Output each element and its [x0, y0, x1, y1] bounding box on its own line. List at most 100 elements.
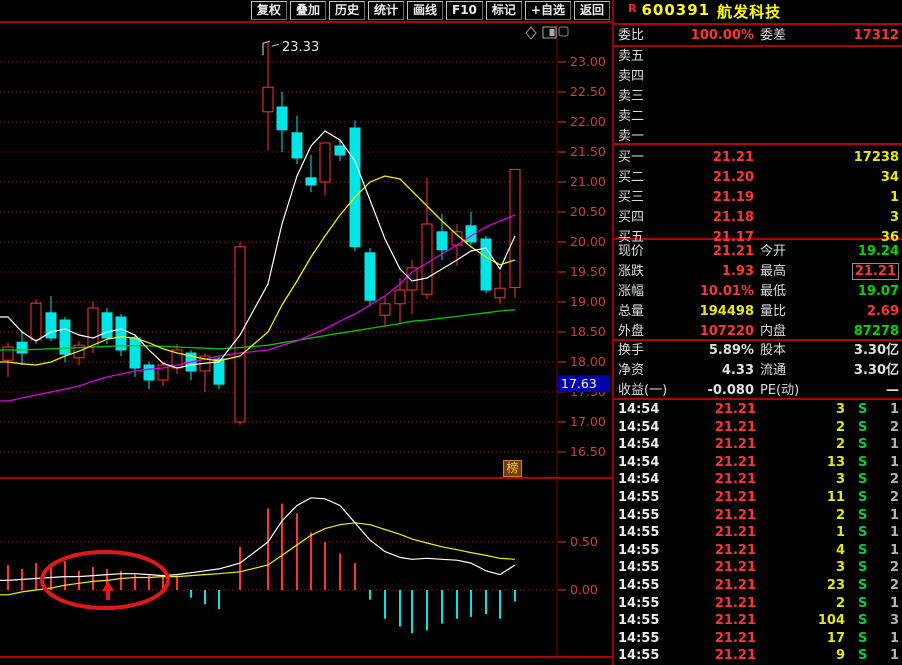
toolbar-button-统计[interactable]: 统计: [367, 1, 404, 20]
candlestick: [436, 231, 448, 251]
bid-level-label: 买四: [618, 210, 645, 225]
toolbar-button-画线[interactable]: 画线: [406, 1, 443, 20]
trade-row: 14:54 21.21 3 S 1: [613, 401, 900, 418]
ask-level-label: 卖二: [618, 109, 645, 124]
stock-header: R 600391 航发科技: [628, 1, 781, 23]
trade-price: 21.21: [714, 419, 756, 435]
trade-time: 14:55: [618, 595, 660, 611]
trade-price: 21.21: [714, 454, 756, 470]
trade-time: 14:55: [618, 490, 660, 505]
candlestick: [465, 225, 477, 243]
candlestick: [115, 316, 127, 351]
y-axis-label: 18.00: [570, 354, 606, 369]
trade-volume: 11: [826, 490, 845, 505]
panel-separator: [613, 45, 902, 47]
trade-count: 1: [889, 595, 899, 611]
trade-volume: 2: [835, 595, 845, 611]
trade-time: 14:55: [618, 542, 660, 558]
quote-value: 19.07: [763, 283, 899, 301]
trade-side-flag: S: [858, 402, 868, 417]
trade-time: 14:55: [618, 648, 660, 664]
trade-row: 14:55 21.21 4 S 1: [613, 542, 900, 559]
toolbar-button-复权[interactable]: 复权: [250, 1, 287, 20]
ask-row: 卖四: [613, 68, 900, 86]
trade-count: 1: [889, 402, 899, 417]
y-axis-label: 20.50: [570, 204, 606, 219]
trade-volume: 23: [826, 578, 845, 593]
trade-price: 21.21: [714, 542, 756, 558]
quote-label: 量比: [760, 304, 787, 319]
quote-row: 现价 21.21 今开 19.24: [613, 243, 900, 261]
weicha-value: 17312: [853, 28, 899, 43]
ma-line-magenta: [0, 214, 516, 402]
bid-row: 买二 21.20 34: [613, 169, 900, 187]
panel-separator: [613, 398, 902, 400]
macd-sub-chart[interactable]: 0.50 0.00: [0, 477, 612, 665]
toolbar-button-历史[interactable]: 历史: [328, 1, 365, 20]
trade-count: 2: [889, 419, 899, 435]
toolbar-button-+自选[interactable]: +自选: [524, 1, 571, 20]
trade-count: 2: [889, 472, 899, 488]
quote-row: 总量 194498 量比 2.69: [613, 303, 900, 321]
candlestick: [421, 223, 433, 295]
rank-badge[interactable]: 榜: [503, 460, 522, 477]
trade-side-flag: S: [858, 542, 868, 558]
toolbar-button-标记[interactable]: 标记: [485, 1, 522, 20]
drawn-ellipse-annotation[interactable]: [40, 550, 170, 610]
trade-price: 21.21: [714, 402, 756, 417]
trade-tape-list[interactable]: 14:54 21.21 3 S 1 14:54 21.21 2 S 2 14:54 21.21 2 S 1 1…: [613, 401, 902, 665]
quote-row: 净资 4.33 流通 3.30亿: [613, 362, 900, 380]
panel-layout-icon[interactable]: [542, 26, 557, 39]
trade-side-flag: S: [858, 560, 868, 576]
panel-layout-icon-fill: [549, 29, 555, 36]
trade-side-flag: S: [858, 595, 868, 611]
quote-value: 107220: [699, 324, 754, 339]
trade-row: 14:55 21.21 2 S 1: [613, 595, 900, 612]
y-axis-label: 19.00: [570, 294, 606, 309]
high-annotation-label: 23.33: [282, 40, 319, 55]
diamond-icon[interactable]: [525, 26, 537, 40]
toolbar-button-F10[interactable]: F10: [446, 1, 483, 20]
toolbar-button-叠加[interactable]: 叠加: [289, 1, 326, 20]
trade-price: 21.21: [714, 507, 756, 523]
candlestick: [305, 177, 317, 186]
quote-value: 3.30亿: [763, 342, 899, 360]
candlestick: [364, 252, 376, 301]
candlestick: [509, 168, 521, 289]
quote-label: 流通: [760, 363, 787, 378]
trade-row: 14:54 21.21 2 S 1: [613, 436, 900, 453]
trade-price: 21.21: [714, 525, 756, 541]
trade-price: 21.21: [714, 437, 756, 453]
trade-volume: 17: [826, 630, 845, 646]
candlestick: [213, 358, 225, 385]
trade-side-flag: S: [858, 472, 868, 488]
bid-level-label: 买二: [618, 170, 645, 185]
candlestick: [59, 319, 71, 355]
ma-line-yellow: [0, 175, 516, 366]
toolbar: 复权 叠加 历史 统计 画线 F10 标记 +自选 返回: [0, 0, 612, 21]
trade-price: 21.21: [714, 578, 756, 593]
quote-label: 股本: [760, 343, 787, 358]
quote-value: 2.69: [763, 303, 899, 321]
panel-separator: [613, 339, 902, 341]
trade-count: 2: [889, 578, 899, 593]
toolbar-button-返回[interactable]: 返回: [573, 1, 610, 20]
quote-value: 21.21: [712, 244, 754, 259]
dea-line: [0, 522, 516, 596]
panel-border: [612, 0, 614, 665]
quote-label: 净资: [618, 363, 645, 378]
trade-count: 1: [889, 507, 899, 523]
bid-price: 21.17: [712, 230, 754, 245]
bid-volume: 34: [880, 170, 899, 185]
trade-row: 14:55 21.21 104 S 3: [613, 612, 900, 629]
candlestick: [406, 267, 418, 291]
bid-level-label: 买三: [618, 190, 645, 205]
main-chart[interactable]: 23.00 22.50 22.00 21.50 21.00 20.50 20.00 19.50…: [0, 22, 612, 478]
candlestick: [291, 132, 303, 159]
panel-separator: [613, 143, 902, 145]
trade-row: 14:55 21.21 11 S 2: [613, 489, 900, 506]
bid-row: 买一 21.21 17238: [613, 149, 900, 167]
trade-count: 1: [889, 648, 899, 664]
collapse-icon[interactable]: [558, 26, 569, 37]
weibi-label: 委比: [618, 28, 645, 43]
